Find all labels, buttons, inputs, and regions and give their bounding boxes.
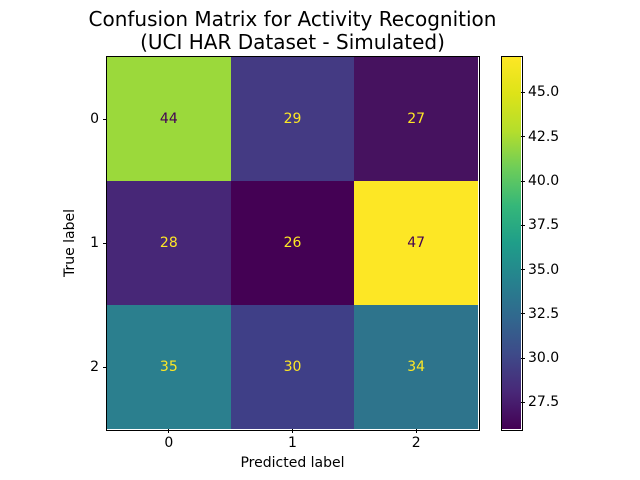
cell-value: 47: [407, 235, 426, 251]
chart-title: Confusion Matrix for Activity Recognitio…: [88, 7, 497, 54]
x-tick-mark: [292, 429, 293, 433]
cell-value: 28: [159, 235, 178, 251]
colorbar-tick-label: 32.5: [528, 305, 560, 322]
colorbar-tick-mark: [521, 136, 525, 138]
matrix-cell: 29: [230, 57, 355, 181]
colorbar-tick-label: 45.0: [528, 84, 560, 101]
colorbar-tick-mark: [521, 224, 525, 226]
matrix-cell: 27: [354, 57, 478, 181]
matrix-cell: 30: [230, 305, 355, 429]
x-tick-mark: [168, 429, 170, 433]
x-tick-mark: [415, 429, 417, 433]
matrix-cell: 34: [354, 305, 478, 429]
colorbar-tick-label: 40.0: [528, 173, 560, 189]
colorbar-tick-label: 30.0: [528, 350, 560, 367]
y-tick-label: 1: [90, 235, 99, 251]
x-tick-label: 2: [411, 435, 421, 451]
y-tick-label: 2: [90, 359, 99, 375]
cell-value: 26: [283, 235, 302, 251]
y-tick-mark: [103, 118, 107, 120]
matrix-cell: 35: [107, 305, 231, 429]
colorbar-gradient: [502, 57, 521, 429]
colorbar-tick-mark: [521, 180, 525, 182]
y-tick-mark: [103, 242, 107, 244]
y-tick-mark: [103, 366, 107, 368]
matrix-cell: 26: [230, 181, 355, 305]
colorbar-tick-label: 42.5: [528, 128, 560, 145]
heatmap-grid: 44 29 27 28 26 47 35 30 34: [107, 57, 478, 429]
matrix-cell: 28: [107, 181, 231, 305]
x-axis-label: Predicted label: [240, 455, 345, 471]
cell-value: 44: [159, 111, 178, 127]
x-tick-label: 1: [288, 435, 297, 451]
cell-value: 29: [283, 111, 302, 127]
colorbar-tick-label: 35.0: [528, 261, 560, 278]
colorbar-tick-mark: [521, 401, 525, 403]
cell-value: 30: [283, 359, 302, 375]
matrix-cell: 47: [354, 181, 478, 305]
matrix-cell: 44: [107, 57, 231, 181]
colorbar-tick-mark: [521, 91, 525, 93]
colorbar-tick-mark: [521, 313, 525, 315]
colorbar-tick-label: 37.5: [528, 217, 560, 234]
y-tick-label: 0: [90, 111, 99, 127]
colorbar-tick-mark: [521, 269, 525, 271]
colorbar-tick-label: 27.5: [528, 394, 560, 411]
x-tick-label: 0: [164, 435, 174, 451]
cell-value: 35: [159, 359, 178, 375]
colorbar-tick-mark: [521, 357, 525, 359]
cell-value: 27: [407, 111, 426, 127]
cell-value: 34: [407, 359, 426, 375]
